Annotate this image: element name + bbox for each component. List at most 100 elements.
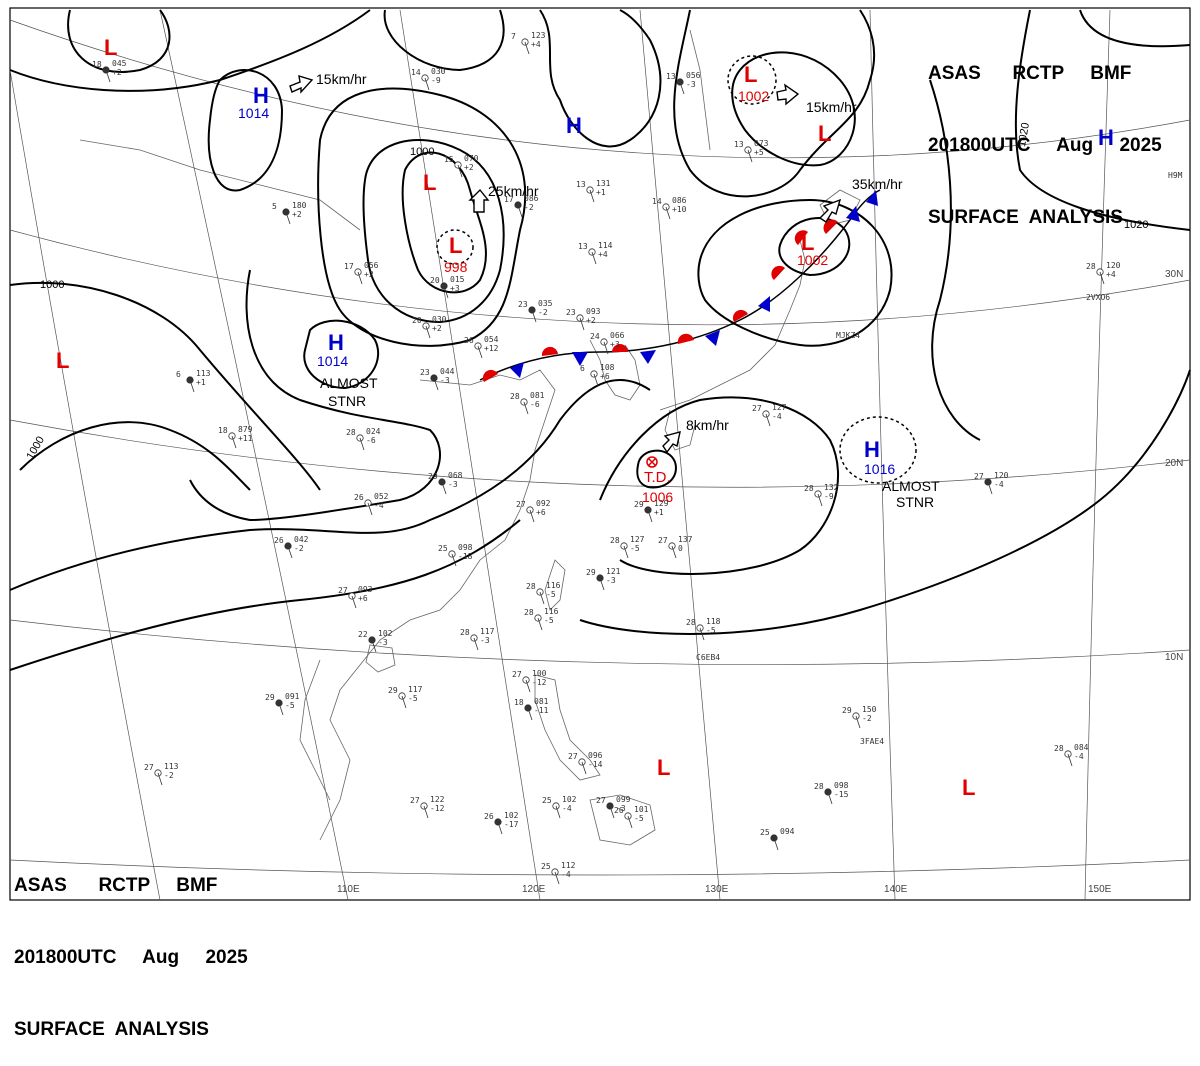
station-pressure: 099 (616, 795, 631, 804)
station-tendency: -5 (630, 544, 640, 553)
wind-barb (679, 81, 685, 95)
station-pressure: 086 (672, 196, 687, 205)
station-pressure: 068 (448, 471, 463, 480)
station-tendency: -9 (824, 492, 834, 501)
station-temperature: 25 (760, 828, 770, 837)
station-tendency: -5 (544, 616, 554, 625)
station-temperature: 24 (590, 332, 600, 341)
wind-barb (623, 545, 629, 559)
station-pressure: 044 (440, 367, 455, 376)
wind-barb (647, 509, 653, 523)
surface-analysis-map: 110E 120E 130E 140E 150E 30N 20N 10N (9, 7, 1191, 901)
station-tendency: -2 (538, 308, 548, 317)
low-center-value: 1002 (797, 252, 828, 268)
station-pressure: 102 (504, 811, 519, 820)
station-plot: 6 108+6 (580, 363, 615, 387)
station-plot: 17 056+2 (344, 261, 379, 285)
station-plot: 29 091-5 (265, 692, 300, 716)
station-tendency: +6 (358, 594, 368, 603)
stationary-front (479, 189, 881, 382)
high-center-marker: H (253, 83, 269, 108)
wind-barb (473, 637, 479, 651)
station-pressure: 113 (196, 369, 211, 378)
high-center-value: 1016 (864, 461, 895, 477)
wind-barb (367, 502, 373, 516)
sakhalin (689, 29, 711, 151)
header-line: SURFACE ANALYSIS (14, 1019, 209, 1040)
station-tendency: -3 (448, 480, 458, 489)
header-line: 201800UTC Aug 2025 (14, 947, 248, 968)
station-tendency: -5 (634, 814, 644, 823)
tropical-depression-value: 1006 (642, 489, 673, 505)
isobar-h1014-west (303, 319, 380, 390)
station-plot: 23 035-2 (518, 299, 553, 323)
isobar-1000-inner (401, 151, 487, 294)
station-temperature: 26 (484, 812, 494, 821)
station-pressure: 086 (524, 194, 539, 203)
station-id: H9M (1168, 171, 1183, 180)
wind-barb (457, 164, 463, 178)
station-temperature: 28 (526, 582, 536, 591)
dashed-center-1016 (839, 416, 917, 484)
station-temperature: 28 (804, 484, 814, 493)
station-plot: 28 024-6 (346, 427, 381, 451)
station-plot: 13 131+1 (576, 179, 611, 203)
wind-barb (497, 821, 503, 835)
isobar-h1014-north (207, 69, 284, 192)
wind-barb (599, 577, 605, 591)
wind-barb (665, 206, 671, 220)
station-tendency: +6 (536, 508, 546, 517)
high-center-marker: H (566, 113, 582, 138)
station-temperature: 28 (686, 618, 696, 627)
station-tendency: -6 (530, 400, 540, 409)
station-pressure: 129 (654, 499, 669, 508)
wind-barb (555, 805, 561, 819)
station-temperature: 25 (542, 796, 552, 805)
station-plot: 27 127-4 (752, 403, 787, 427)
front-line (479, 189, 881, 381)
isobar-td-outer (599, 396, 839, 575)
station-pressure: 180 (292, 201, 307, 210)
station-plot: 28 127-5 (610, 535, 645, 559)
station-pressure: 120 (994, 471, 1009, 480)
station-tendency: +3 (610, 340, 620, 349)
station-pressure: 137 (678, 535, 693, 544)
wind-barb (554, 871, 560, 885)
lon-label-120e: 120E (522, 884, 546, 895)
station-plot: 23 093+2 (566, 307, 601, 331)
low-center-marker: L (449, 233, 462, 258)
station-pressure: 056 (364, 261, 379, 270)
station-pressure: 030 (431, 67, 446, 76)
station-tendency: -4 (561, 870, 571, 879)
header-line: SURFACE ANALYSIS (928, 207, 1123, 228)
isobar-label: 1000 (410, 146, 434, 158)
station-plot: 14 030-9 (411, 67, 446, 91)
station-tendency: -11 (534, 706, 549, 715)
low-center-value: 998 (444, 259, 468, 275)
wind-barb (765, 413, 771, 427)
station-pressure: 093 (358, 585, 373, 594)
station-plot: 28 081-6 (510, 391, 545, 415)
station-pressure: 102 (378, 629, 393, 638)
warm-front-symbol (771, 265, 785, 280)
station-plot: 28 116-5 (524, 607, 559, 631)
station-temperature: 23 (518, 300, 528, 309)
station-tendency: -4 (374, 501, 384, 510)
station-pressure: 112 (561, 861, 576, 870)
station-temperature: 23 (420, 368, 430, 377)
station-temperature: 28 (1054, 744, 1064, 753)
station-tendency: +2 (364, 270, 374, 279)
wind-barb (523, 401, 529, 415)
station-plot: 15 070+2 (444, 154, 479, 178)
station-temperature: 17 (504, 195, 514, 204)
station-temperature: 23 (566, 308, 576, 317)
station-plot: 25 098-18 (438, 543, 473, 567)
station-pressure: 070 (464, 154, 479, 163)
movement-speed-label: 15km/hr (316, 71, 367, 87)
station-pressure: 117 (480, 627, 495, 636)
wind-barb (527, 707, 533, 721)
wind-barb (747, 149, 753, 163)
taiwan (544, 559, 566, 611)
station-plot: 27 096-14 (568, 751, 603, 775)
isobar-1000-low (362, 139, 505, 324)
